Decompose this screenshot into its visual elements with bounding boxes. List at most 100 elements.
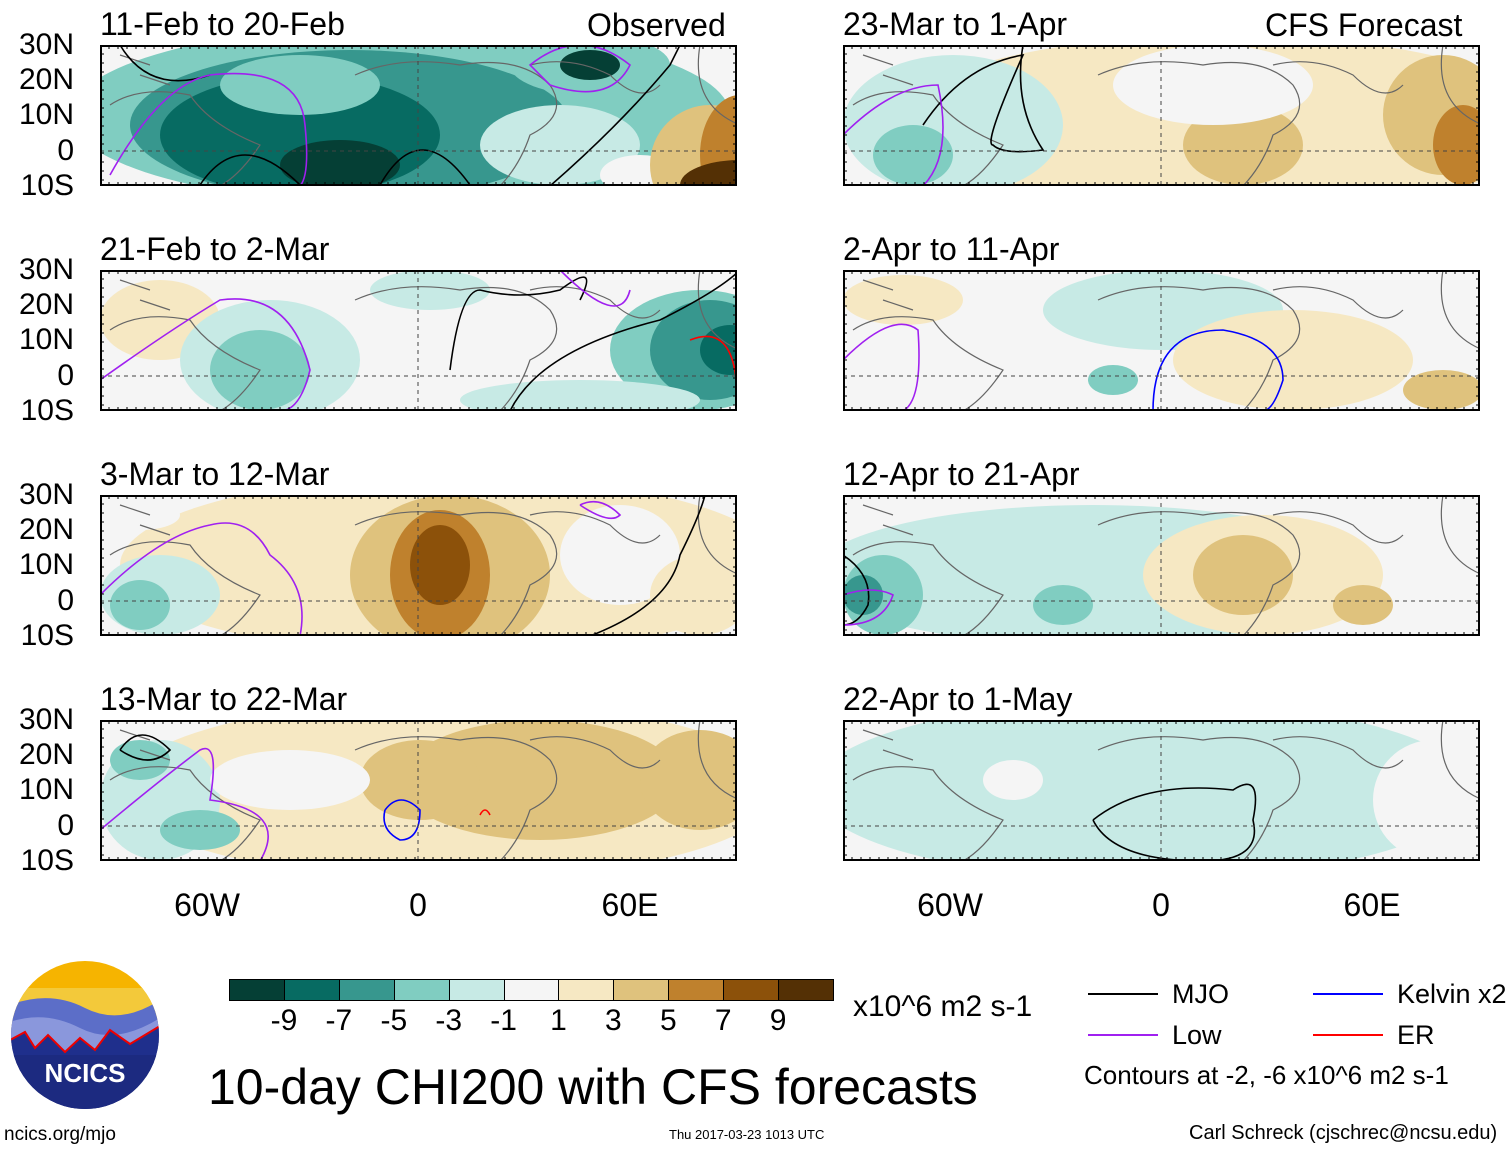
contour-line — [843, 589, 894, 626]
latitude-label: 0 — [57, 358, 74, 392]
colorbar-tick-label: 7 — [714, 1004, 732, 1037]
footer-author: Carl Schreck (cjschrec@ncsu.edu) — [1189, 1122, 1498, 1144]
latitude-label: 10S — [20, 393, 74, 427]
coastlines — [852, 270, 1480, 411]
contour-line — [379, 149, 471, 186]
panel-title-right-3: 22-Apr to 1-May — [843, 681, 1073, 717]
colorbar-swatch — [229, 979, 285, 1001]
coastlines — [852, 720, 1480, 861]
map-panel-right-0 — [843, 45, 1480, 186]
anomaly-region — [1033, 585, 1093, 625]
anomaly-region — [1333, 585, 1393, 625]
latitude-label: 10N — [18, 98, 74, 132]
anomaly-region — [843, 575, 883, 615]
anomaly-region — [650, 300, 737, 400]
anomaly-region — [650, 555, 737, 635]
latitude-label: 20N — [18, 288, 74, 322]
contour-line — [1092, 783, 1257, 861]
colorbar-swatch — [613, 979, 670, 1001]
map-panel-left-2 — [100, 495, 737, 636]
latitude-label: 10S — [20, 618, 74, 652]
longitude-label: 60W — [917, 887, 983, 923]
colorbar-swatch — [778, 979, 834, 1001]
contour-line — [922, 45, 1045, 153]
colorbar-swatch — [723, 979, 780, 1001]
latitude-label: 30N — [18, 28, 74, 61]
contours-note: Contours at -2, -6 x10^6 m2 s-1 — [1084, 1060, 1449, 1090]
panel-title-right-2: 12-Apr to 21-Apr — [843, 456, 1080, 492]
ncics-logo: NCICS — [11, 961, 159, 1109]
anomaly-region — [1113, 45, 1313, 125]
map-panel-right-2 — [843, 495, 1480, 636]
legend-line-1 — [1313, 993, 1383, 995]
colorbar-swatch — [668, 979, 725, 1001]
footer-timestamp: Thu 2017-03-23 1013 UTC — [669, 1127, 825, 1142]
colorbar-tick-label: -7 — [325, 1004, 353, 1037]
contour-line — [579, 500, 622, 520]
legend-label: Low — [1172, 1020, 1222, 1050]
latitude-label: 10N — [18, 773, 74, 807]
contour-line — [528, 45, 632, 93]
svg-text:NCICS: NCICS — [45, 1058, 126, 1088]
colorbar-tick-label: -5 — [380, 1004, 408, 1037]
anomaly-region — [1373, 740, 1480, 860]
latitude-label: 0 — [57, 133, 74, 167]
coastlines — [852, 45, 1480, 186]
coastlines — [852, 495, 1480, 636]
panel-title-left-3: 13-Mar to 22-Mar — [100, 681, 348, 717]
anomaly-region — [1173, 310, 1413, 410]
latitude-label: 30N — [18, 253, 74, 286]
map-panel-left-0 — [100, 45, 737, 186]
colorbar-tick-label: 5 — [659, 1004, 677, 1037]
longitude-label: 60E — [1343, 887, 1401, 923]
latitude-label: 30N — [18, 478, 74, 511]
panel-title-left-0: 11-Feb to 20-Feb — [100, 6, 345, 42]
legend-label: MJO — [1172, 979, 1229, 1009]
contour-line — [383, 799, 421, 841]
panel-title-left-1: 21-Feb to 2-Mar — [100, 231, 330, 267]
anomaly-region — [560, 505, 680, 605]
anomaly-region — [1433, 105, 1480, 185]
colorbar-tick-label: 1 — [550, 1004, 567, 1037]
legend-line-0 — [1088, 993, 1158, 995]
contour-line — [100, 522, 303, 636]
coastlines — [109, 495, 737, 636]
anomaly-region — [700, 325, 737, 375]
anomaly-region — [110, 740, 170, 780]
contour-line — [109, 72, 308, 186]
longitude-label: 0 — [1152, 887, 1170, 923]
anomaly-region — [220, 55, 380, 115]
contour-line — [549, 45, 681, 186]
contour-line — [479, 809, 491, 816]
colorbar-tick-label: -1 — [490, 1004, 517, 1037]
longitude-label: 0 — [409, 887, 427, 923]
colorbar-tick-label: 9 — [769, 1004, 787, 1037]
map-panel-right-3 — [843, 720, 1480, 861]
contour-line — [843, 554, 870, 626]
contour-line — [100, 747, 269, 861]
anomaly-region — [873, 125, 953, 185]
contour-line — [199, 154, 301, 186]
panel-title-right-0: 23-Mar to 1-Apr — [843, 6, 1068, 42]
colorbar-tick-label: -3 — [435, 1004, 463, 1037]
anomaly-region — [410, 525, 470, 605]
contour-line — [559, 270, 631, 307]
latitude-label: 0 — [57, 808, 74, 842]
legend-line-3 — [1313, 1034, 1383, 1036]
anomaly-region — [680, 160, 737, 186]
footer-url[interactable]: ncics.org/mjo — [4, 1124, 116, 1145]
anomaly-region — [160, 810, 240, 850]
anomaly-region — [210, 750, 370, 810]
latitude-label: 20N — [18, 63, 74, 97]
latitude-label: 0 — [57, 583, 74, 617]
anomaly-region — [1193, 535, 1293, 615]
anomaly-region — [100, 500, 180, 530]
colorbar-tick-label: 3 — [605, 1004, 622, 1037]
legend-label: ER — [1397, 1020, 1435, 1050]
colorbar-swatch — [283, 979, 340, 1001]
forecast-label: CFS Forecast — [1265, 7, 1463, 43]
map-panel-left-1 — [100, 270, 737, 411]
contour-line — [1152, 329, 1284, 411]
main-title: 10-day CHI200 with CFS forecasts — [208, 1059, 978, 1115]
